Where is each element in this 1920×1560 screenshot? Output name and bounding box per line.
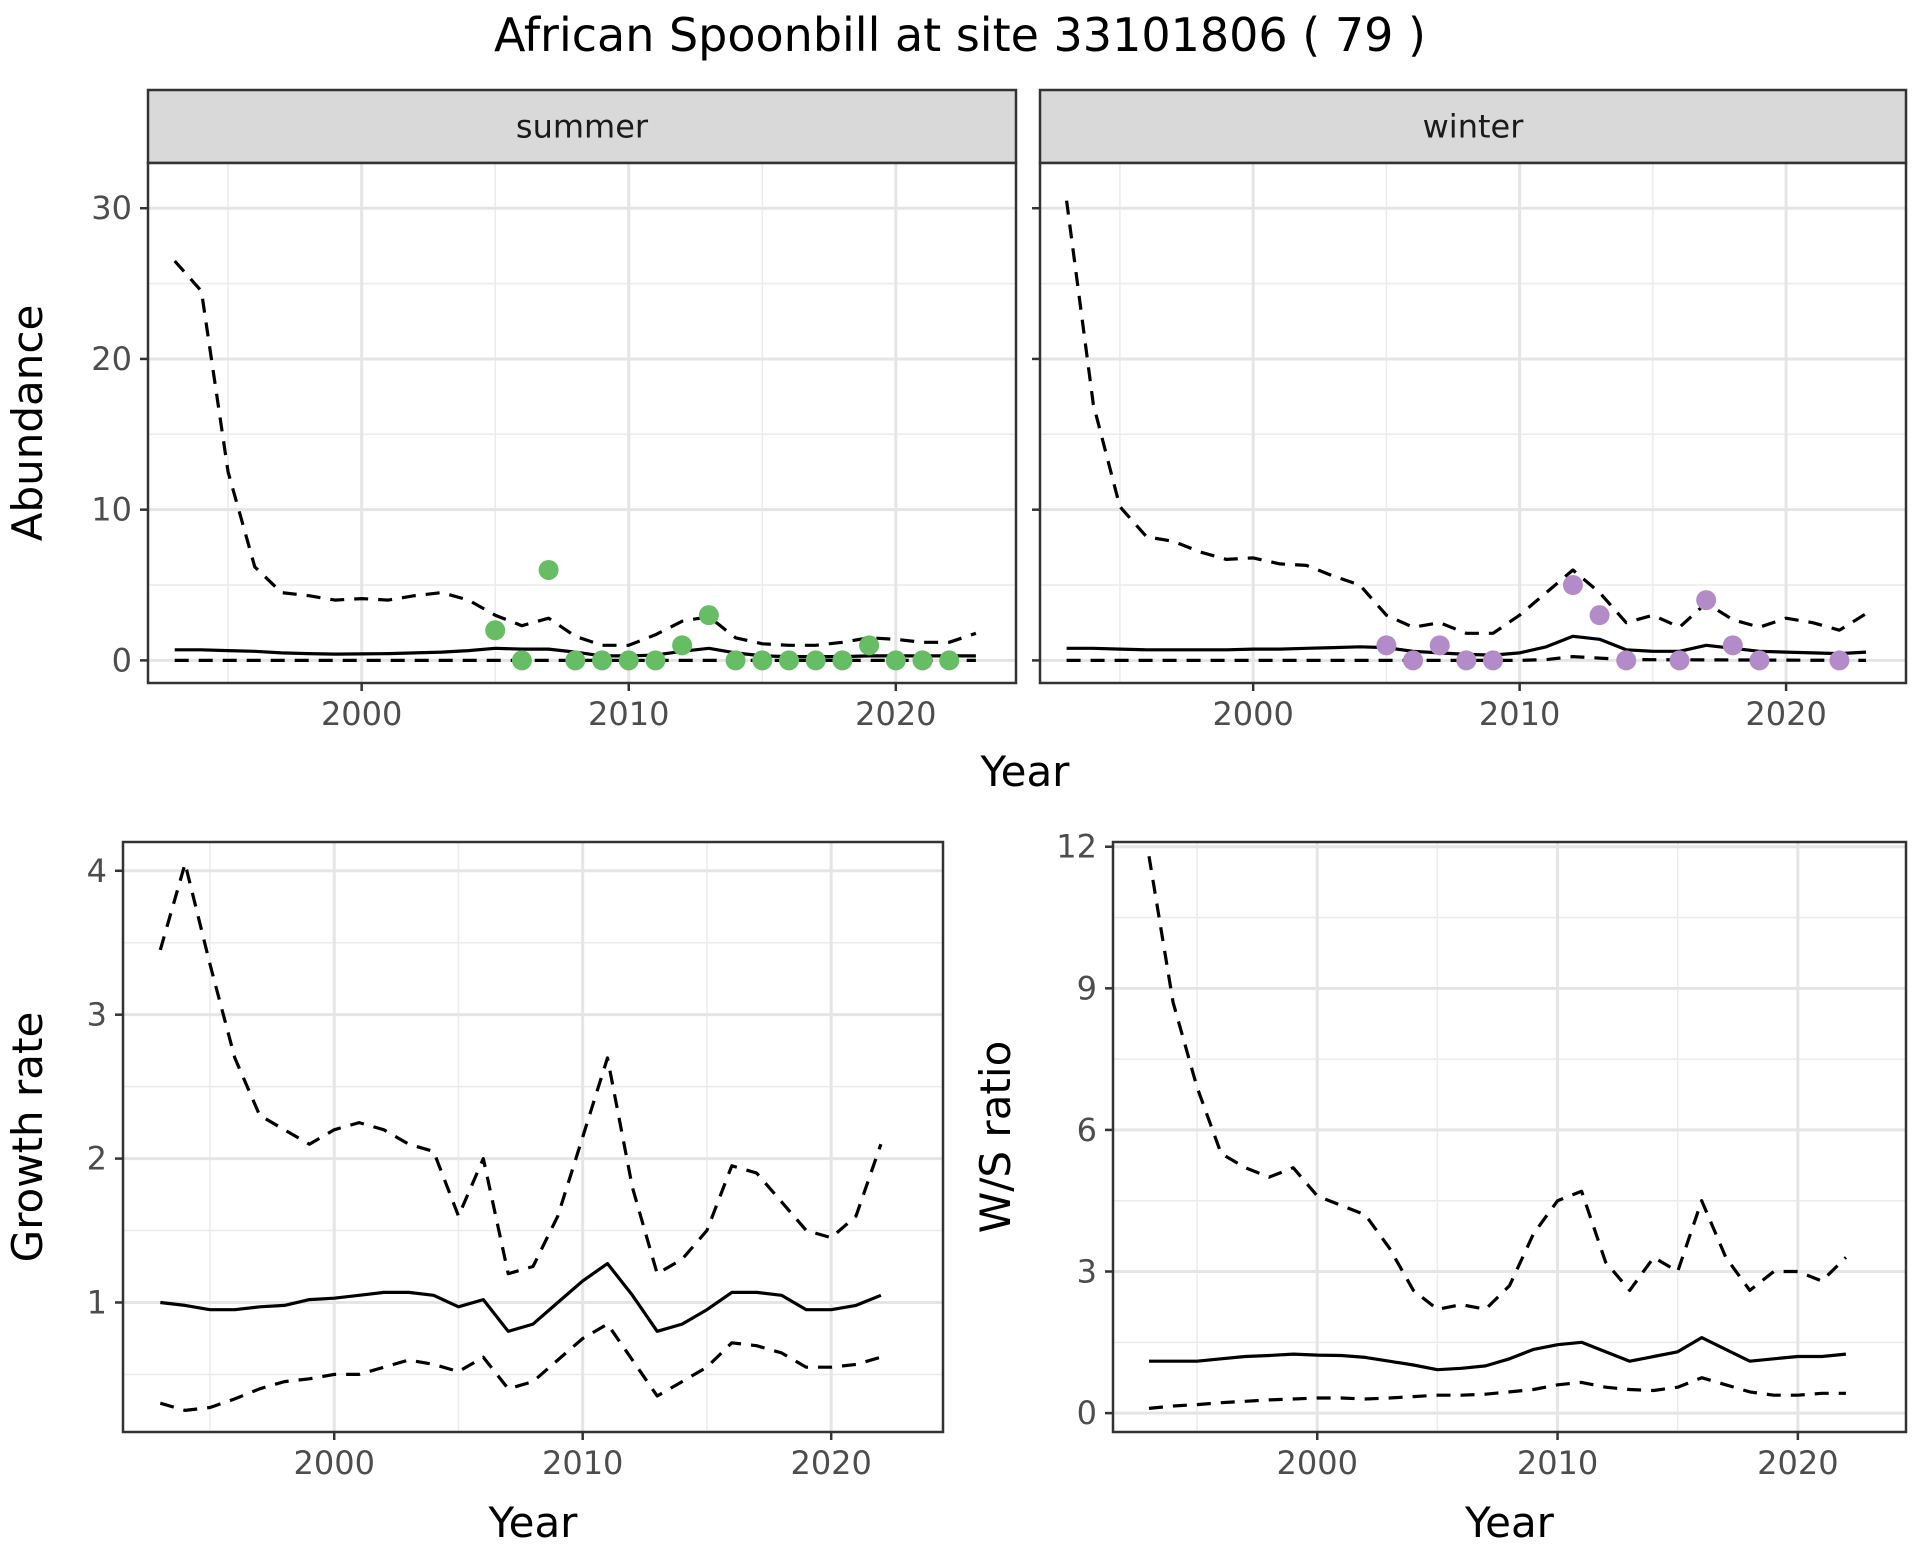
series-line-upper: [1147, 855, 1848, 1311]
data-point: [859, 635, 880, 656]
y-tick-label: 10: [91, 491, 132, 529]
data-point: [912, 650, 933, 671]
plot-background: [1040, 163, 1906, 683]
y-tick-label: 30: [91, 189, 132, 227]
series-line-upper: [173, 259, 977, 647]
data-point: [725, 650, 746, 671]
facet-label: summer: [516, 108, 649, 146]
data-point: [832, 650, 853, 671]
series-line-lower: [1148, 1376, 1846, 1410]
x-tick-label: 2000: [321, 695, 402, 733]
data-point: [1376, 635, 1397, 656]
x-tick-label: 2020: [855, 695, 936, 733]
x-tick-label: 2010: [542, 1444, 623, 1482]
data-point: [1482, 650, 1503, 671]
data-point: [1669, 650, 1690, 671]
series-line-lower: [159, 1322, 882, 1413]
x-tick-label: 2020: [1745, 695, 1826, 733]
y-tick-label: 0: [1077, 1394, 1097, 1432]
data-point: [1749, 650, 1770, 671]
series-line-mean: [1149, 1335, 1847, 1372]
y-tick-label: 3: [1077, 1253, 1097, 1291]
panel-1: winter 2000 2010 2020: [1032, 88, 1908, 733]
data-point: [939, 650, 960, 671]
y-tick-label: 6: [1077, 1111, 1097, 1149]
data-point: [752, 650, 773, 671]
y-tick-label: 3: [87, 996, 107, 1034]
panel-border: [146, 161, 1018, 685]
data-point: [1829, 650, 1850, 671]
y-tick-label: 20: [91, 340, 132, 378]
panel-3: 2000 2010 2020 0 3 6 9 12 W/S ratio Year: [971, 828, 1908, 1547]
data-point: [645, 650, 666, 671]
panel-border: [1111, 840, 1908, 1434]
facet-strip: [146, 88, 1018, 165]
data-point: [511, 650, 532, 671]
x-tick-label: 2010: [588, 695, 669, 733]
plot-background: [1113, 842, 1906, 1432]
y-tick-label: 4: [87, 852, 107, 890]
data-point: [1403, 650, 1424, 671]
y-axis-title: Growth rate: [3, 1012, 52, 1263]
panel-0: summer 2000 2010 2020 0 10 20 30 Abundance: [3, 88, 1018, 733]
data-point: [1616, 650, 1637, 671]
data-point: [1429, 635, 1450, 656]
x-tick-label: 2000: [1212, 695, 1293, 733]
panel-border: [1038, 161, 1908, 685]
data-point: [1696, 590, 1717, 611]
y-tick-label: 0: [112, 641, 132, 679]
x-tick-label: 2010: [1517, 1444, 1598, 1482]
data-point: [1722, 635, 1743, 656]
series-line-upper: [1065, 200, 1867, 635]
data-point: [778, 650, 799, 671]
facet-strip: [1038, 88, 1908, 165]
y-tick-label: 9: [1077, 969, 1097, 1007]
y-tick-label: 2: [87, 1140, 107, 1178]
y-axis-title: Abundance: [3, 305, 52, 542]
y-tick-label: 1: [87, 1283, 107, 1321]
plot-background: [148, 163, 1016, 683]
x-axis-title: Year: [1464, 1498, 1555, 1547]
data-point: [1589, 605, 1610, 626]
chart-title: African Spoonbill at site 33101806 ( 79 …: [494, 8, 1426, 62]
data-point: [672, 635, 693, 656]
x-tick-label: 2010: [1479, 695, 1560, 733]
x-tick-label: 2020: [1757, 1444, 1838, 1482]
series-line-mean: [160, 1261, 882, 1333]
data-point: [805, 650, 826, 671]
data-point: [485, 620, 506, 641]
y-axis-title: W/S ratio: [971, 1041, 1020, 1234]
data-point: [885, 650, 906, 671]
x-tick-label: 2020: [790, 1444, 871, 1482]
x-tick-label: 2000: [293, 1444, 374, 1482]
data-point: [1456, 650, 1477, 671]
facet-x-axis-title: Year: [980, 747, 1071, 796]
x-tick-label: 2000: [1277, 1444, 1358, 1482]
facet-label: winter: [1423, 108, 1525, 146]
data-point: [565, 650, 586, 671]
panel-2: 2000 2010 2020 1 2 3 4 Growth rate Year: [3, 840, 945, 1547]
data-point: [618, 650, 639, 671]
data-point: [1562, 575, 1583, 596]
panel-border: [121, 840, 945, 1434]
data-point: [538, 559, 559, 580]
x-axis-title: Year: [488, 1498, 579, 1547]
data-point: [698, 605, 719, 626]
data-point: [592, 650, 613, 671]
plot-background: [123, 842, 943, 1432]
y-tick-label: 12: [1056, 828, 1097, 866]
